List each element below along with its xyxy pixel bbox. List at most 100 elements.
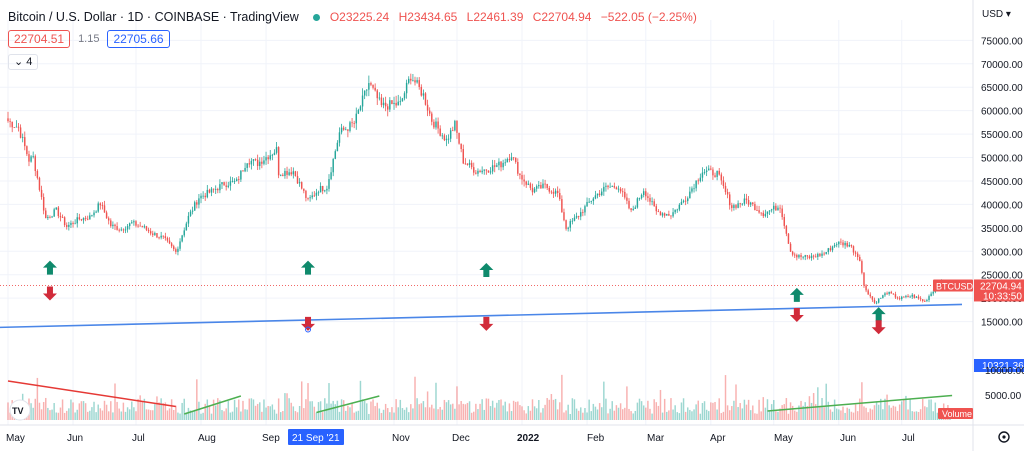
- candle-body: [697, 180, 699, 182]
- volume-bar: [787, 413, 790, 420]
- candle-body: [831, 246, 834, 251]
- volume-bar: [865, 407, 867, 420]
- candle-body: [212, 188, 215, 190]
- price-tick-label: 50000.00: [981, 154, 1023, 165]
- candle-body: [24, 137, 26, 147]
- candle-body: [611, 186, 613, 187]
- candle-body: [649, 197, 651, 202]
- volume-bar: [145, 409, 148, 420]
- candle-body: [525, 181, 527, 185]
- volume-bar: [38, 402, 41, 420]
- candle-body: [850, 244, 853, 247]
- candle-body: [445, 138, 448, 141]
- candle-body: [242, 170, 244, 172]
- candle-body: [460, 143, 462, 150]
- volume-bar: [282, 411, 284, 420]
- symbol-title[interactable]: Bitcoin / U.S. Dollar · 1D · COINBASE · …: [8, 10, 299, 24]
- volume-bar: [275, 413, 278, 420]
- candle-body: [529, 183, 532, 188]
- candle-body: [294, 171, 297, 177]
- candle-body: [754, 204, 756, 211]
- candle-body: [292, 171, 295, 175]
- volume-bar: [716, 409, 718, 420]
- candle-body: [926, 300, 928, 302]
- volume-bar: [687, 407, 689, 420]
- volume-bar: [122, 402, 125, 420]
- candle-body: [330, 172, 332, 180]
- volume-bar: [789, 402, 792, 420]
- candle-body: [435, 121, 437, 128]
- candle-body: [368, 83, 370, 90]
- candle-body: [359, 106, 362, 111]
- candle-body: [533, 188, 536, 193]
- volume-bar: [563, 412, 565, 420]
- candle-body: [103, 205, 106, 213]
- candle-body: [894, 294, 897, 298]
- volume-bar: [919, 409, 922, 420]
- candle-body: [726, 191, 729, 195]
- volume-bar: [177, 412, 179, 420]
- arrow-down-icon: [789, 308, 804, 323]
- volume-bar: [630, 411, 632, 420]
- volume-bar: [781, 405, 783, 420]
- gear-icon[interactable]: [998, 431, 1010, 443]
- candle-body: [170, 243, 173, 247]
- candle-body: [806, 255, 809, 257]
- volume-bar: [439, 406, 441, 420]
- volume-bar: [653, 399, 655, 420]
- volume-bar: [856, 411, 859, 420]
- volume-bar: [875, 402, 878, 420]
- sell-price-box[interactable]: 22704.51: [8, 30, 71, 48]
- time-tick-label: Jul: [902, 433, 915, 444]
- candle-body: [724, 185, 727, 192]
- candle-body: [473, 167, 475, 173]
- candle-body: [66, 225, 68, 227]
- candle-body: [647, 196, 649, 198]
- indicators-toggle[interactable]: ⌄ 4: [8, 54, 39, 70]
- buy-price-box[interactable]: 22705.66: [107, 30, 170, 48]
- volume-bar: [72, 402, 74, 420]
- candle-body: [114, 224, 116, 227]
- candle-body: [657, 211, 660, 213]
- volume-bar: [124, 411, 127, 420]
- volume-bar: [760, 411, 762, 420]
- candle-body: [380, 97, 383, 106]
- volume-bar: [840, 410, 842, 420]
- candle-body: [596, 193, 599, 196]
- candle-body: [716, 170, 718, 177]
- candle-body: [246, 163, 248, 168]
- volume-bar: [229, 412, 232, 420]
- volume-bar: [592, 403, 595, 420]
- candle-body: [317, 192, 320, 194]
- volume-bar: [120, 411, 123, 420]
- candle-body: [196, 202, 198, 205]
- candle-body: [340, 127, 343, 133]
- candle-body: [328, 179, 330, 189]
- volume-bar: [296, 412, 299, 420]
- volume-bar: [458, 404, 460, 420]
- volume-bar: [57, 412, 60, 420]
- volume-bar: [695, 404, 697, 420]
- candle-body: [575, 216, 578, 218]
- candle-body: [791, 251, 794, 255]
- candle-body: [107, 218, 110, 221]
- volume-bar: [609, 408, 611, 420]
- volume-bar: [571, 398, 574, 420]
- candle-body: [535, 186, 538, 189]
- candle-body: [556, 190, 559, 194]
- candle-body: [397, 101, 399, 106]
- volume-bar: [494, 407, 496, 420]
- candle-body: [296, 176, 299, 184]
- volume-bar: [535, 408, 538, 420]
- candle-body: [519, 173, 521, 176]
- volume-bar: [506, 411, 509, 420]
- candle-body: [428, 110, 431, 114]
- volume-bar: [292, 406, 295, 420]
- currency-selector[interactable]: USD ▾: [982, 9, 1011, 20]
- candle-body: [34, 156, 37, 172]
- candle-body: [208, 189, 211, 193]
- volume-bar: [777, 411, 779, 420]
- candle-body: [443, 135, 446, 141]
- volume-bar: [317, 402, 320, 420]
